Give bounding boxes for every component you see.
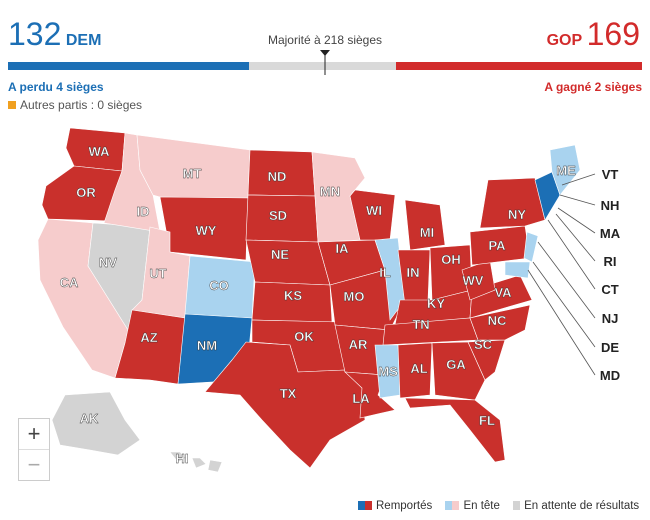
state-label-nv: NV <box>99 255 117 270</box>
state-label-hi: HI <box>176 451 189 466</box>
state-label-nm: NM <box>197 338 217 353</box>
other-parties-swatch <box>8 101 16 109</box>
state-sc <box>467 339 506 381</box>
state-ny <box>479 177 546 229</box>
state-nc <box>469 304 531 341</box>
zoom-in-button[interactable]: + <box>27 421 41 446</box>
state-ga <box>431 341 486 401</box>
state-label-tx: TX <box>280 386 297 401</box>
legend-dem-won-swatch <box>358 501 365 510</box>
gop-seat-count: 169 <box>586 16 640 52</box>
state-label-al: AL <box>410 361 427 376</box>
state-label-mn: MN <box>320 184 340 199</box>
state-label-mt: MT <box>183 166 202 181</box>
callout-label-ma: MA <box>600 226 621 241</box>
other-parties-text: Autres partis : 0 sièges <box>20 98 143 112</box>
state-label-la: LA <box>352 391 370 406</box>
dem-party-label: DEM <box>65 32 102 49</box>
legend-pending-label: En attente de résultats <box>524 500 640 512</box>
dem-change-text: A perdu 4 sièges <box>8 80 104 94</box>
state-label-ia: IA <box>336 241 350 256</box>
callout-label-nj: NJ <box>602 311 619 326</box>
state-label-sd: SD <box>269 208 287 223</box>
state-label-id: ID <box>137 204 150 219</box>
callout-label-ri: RI <box>604 254 617 269</box>
legend: Remportés En tête En attente de résultat… <box>358 500 639 512</box>
state-label-ak: AK <box>80 411 99 426</box>
callout-label-nh: NH <box>601 198 620 213</box>
state-label-ut: UT <box>149 266 166 281</box>
state-label-ga: GA <box>446 357 466 372</box>
dem-total: 132 DEM <box>8 18 101 50</box>
state-label-wa: WA <box>89 144 111 159</box>
state-label-ks: KS <box>284 288 302 303</box>
state-label-mi: MI <box>420 225 434 240</box>
gop-party-label: GOP <box>546 32 583 49</box>
state-fl <box>404 397 506 463</box>
state-hi <box>169 451 223 473</box>
legend-won: Remportés <box>358 500 435 512</box>
state-labels: WA OR CA NV ID MT WY UT AZ CO NM ND SD NE KS OK TX MN IA MO… <box>59 144 576 466</box>
majority-label: Majorité à 218 sièges <box>267 33 383 47</box>
majority-marker <box>320 50 330 75</box>
legend-gop-won-swatch <box>365 501 372 510</box>
state-label-il: IL <box>379 265 391 280</box>
gop-total: GOP 169 <box>547 18 640 50</box>
legend-leading: En tête <box>445 500 503 512</box>
legend-pending: En attente de résultats <box>513 500 639 512</box>
state-il <box>374 237 406 321</box>
legend-dem-leading-swatch <box>445 501 453 510</box>
state-label-ms: MS <box>378 364 398 379</box>
state-va <box>469 274 533 319</box>
callout-label-vt: VT <box>602 167 619 182</box>
legend-pending-swatch <box>513 501 521 510</box>
state-label-fl: FL <box>479 413 495 428</box>
state-md-de <box>504 261 531 279</box>
state-label-wi: WI <box>366 203 382 218</box>
state-label-ca: CA <box>60 275 79 290</box>
zoom-controls: + − <box>18 418 50 481</box>
gop-change-text: A gagné 2 sièges <box>544 80 642 94</box>
state-label-tn: TN <box>412 317 429 332</box>
state-label-mo: MO <box>344 289 365 304</box>
state-mo <box>329 269 401 331</box>
state-label-wy: WY <box>196 223 217 238</box>
state-nj <box>523 231 539 263</box>
state-ak <box>51 391 141 456</box>
state-label-co: CO <box>209 278 229 293</box>
state-label-oh: OH <box>441 252 461 267</box>
gop-seat-bar <box>395 62 642 70</box>
state-label-ky: KY <box>427 296 445 311</box>
state-tx <box>204 341 366 469</box>
state-label-va: VA <box>494 285 512 300</box>
state-label-ar: AR <box>349 337 368 352</box>
other-parties-note: Autres partis : 0 sièges <box>8 98 142 112</box>
callout-lines <box>527 173 596 376</box>
state-label-ne: NE <box>271 247 289 262</box>
state-label-az: AZ <box>140 330 157 345</box>
legend-leading-label: En tête <box>463 500 500 512</box>
state-mi <box>404 199 446 251</box>
state-label-sc: SC <box>474 337 493 352</box>
state-label-ny: NY <box>508 207 526 222</box>
zoom-out-button[interactable]: − <box>19 449 49 480</box>
state-label-ok: OK <box>294 329 314 344</box>
state-label-wv: WV <box>463 273 484 288</box>
state-label-nd: ND <box>268 169 287 184</box>
legend-won-label: Remportés <box>376 500 433 512</box>
callout-label-ct: CT <box>601 282 618 297</box>
dem-seat-count: 132 <box>8 16 62 52</box>
state-label-in: IN <box>407 265 420 280</box>
dem-seat-bar <box>8 62 249 70</box>
callout-labels: VT NH MA RI CT NJ DE MD <box>600 167 621 383</box>
state-label-pa: PA <box>488 238 506 253</box>
state-label-or: OR <box>76 185 96 200</box>
callout-label-de: DE <box>601 340 619 355</box>
state-label-nc: NC <box>488 313 507 328</box>
state-label-me: ME <box>556 163 576 178</box>
state-al <box>397 342 433 399</box>
callout-label-md: MD <box>600 368 620 383</box>
legend-gop-leading-swatch <box>452 501 460 510</box>
